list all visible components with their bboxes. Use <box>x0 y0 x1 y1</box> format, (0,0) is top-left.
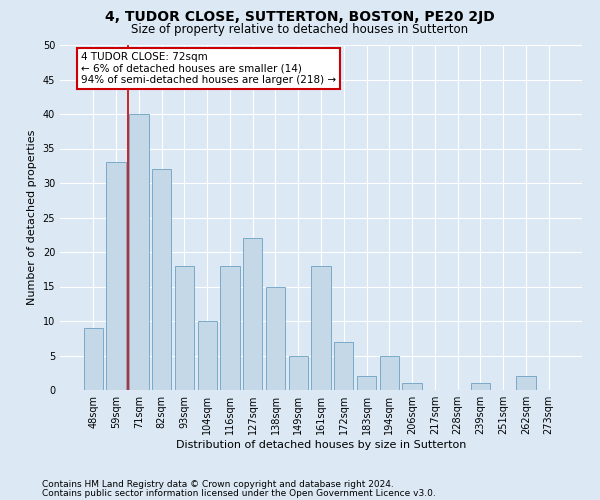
X-axis label: Distribution of detached houses by size in Sutterton: Distribution of detached houses by size … <box>176 440 466 450</box>
Bar <box>334 342 353 390</box>
Bar <box>129 114 149 390</box>
Bar <box>266 286 285 390</box>
Bar <box>516 376 536 390</box>
Bar <box>220 266 239 390</box>
Text: 4, TUDOR CLOSE, SUTTERTON, BOSTON, PE20 2JD: 4, TUDOR CLOSE, SUTTERTON, BOSTON, PE20 … <box>105 10 495 24</box>
Text: Contains public sector information licensed under the Open Government Licence v3: Contains public sector information licen… <box>42 488 436 498</box>
Bar <box>175 266 194 390</box>
Bar <box>243 238 262 390</box>
Bar <box>311 266 331 390</box>
Bar <box>152 169 172 390</box>
Y-axis label: Number of detached properties: Number of detached properties <box>27 130 37 305</box>
Bar <box>380 356 399 390</box>
Bar <box>289 356 308 390</box>
Bar <box>197 321 217 390</box>
Bar <box>106 162 126 390</box>
Bar <box>403 383 422 390</box>
Text: 4 TUDOR CLOSE: 72sqm
← 6% of detached houses are smaller (14)
94% of semi-detach: 4 TUDOR CLOSE: 72sqm ← 6% of detached ho… <box>81 52 336 85</box>
Bar <box>470 383 490 390</box>
Text: Contains HM Land Registry data © Crown copyright and database right 2024.: Contains HM Land Registry data © Crown c… <box>42 480 394 489</box>
Bar <box>84 328 103 390</box>
Text: Size of property relative to detached houses in Sutterton: Size of property relative to detached ho… <box>131 22 469 36</box>
Bar <box>357 376 376 390</box>
